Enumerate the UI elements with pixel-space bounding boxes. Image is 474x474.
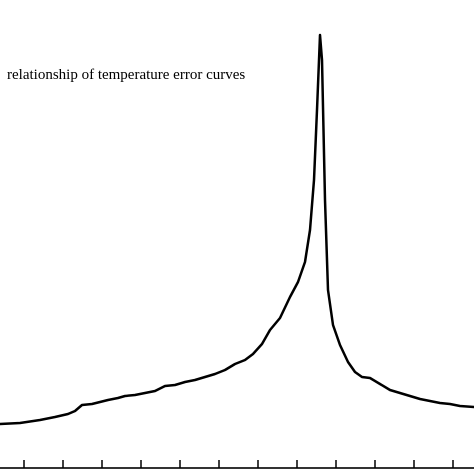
temperature-error-curve xyxy=(0,33,474,426)
x-axis-ticks xyxy=(23,460,454,468)
curve-annotation: relationship of temperature error curves xyxy=(7,67,245,83)
